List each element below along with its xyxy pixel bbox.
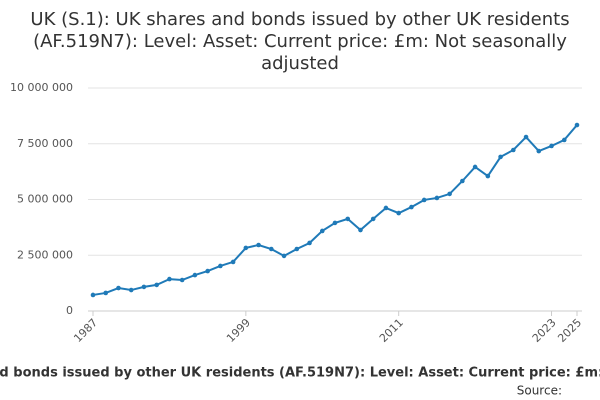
data-point bbox=[498, 154, 503, 160]
data-point bbox=[141, 284, 147, 290]
data-point bbox=[103, 290, 109, 296]
data-point bbox=[396, 210, 401, 216]
y-tick-label: 10 000 000 bbox=[10, 81, 73, 94]
data-point bbox=[370, 216, 376, 222]
data-point bbox=[319, 228, 325, 234]
data-point bbox=[116, 285, 121, 291]
data-point bbox=[307, 240, 312, 246]
x-tick-label: 2011 bbox=[377, 316, 406, 345]
data-point bbox=[421, 197, 427, 203]
data-point bbox=[243, 245, 249, 251]
data-point bbox=[230, 259, 236, 265]
data-point bbox=[561, 137, 567, 143]
data-point bbox=[154, 282, 159, 288]
data-point bbox=[511, 147, 516, 153]
data-point bbox=[128, 287, 134, 293]
data-point bbox=[574, 122, 580, 128]
data-point bbox=[447, 191, 452, 197]
series-line bbox=[92, 124, 578, 296]
data-point bbox=[460, 178, 465, 184]
data-point bbox=[536, 148, 542, 154]
y-tick-label: 0 bbox=[66, 304, 73, 317]
data-point bbox=[472, 164, 478, 170]
chart-title: UK (S.1): UK shares and bonds issued by … bbox=[30, 9, 569, 74]
legend-entry: and bonds issued by other UK residents (… bbox=[0, 366, 600, 381]
x-tick-label: 2025 bbox=[555, 316, 584, 345]
data-point bbox=[409, 204, 414, 210]
data-point bbox=[434, 195, 440, 201]
y-tick-label: 7 500 000 bbox=[17, 137, 73, 150]
source: Source: bbox=[517, 384, 562, 398]
data-point bbox=[294, 246, 300, 252]
data-point bbox=[485, 173, 491, 179]
data-point bbox=[523, 134, 529, 140]
y-tick-label: 5 000 000 bbox=[17, 193, 73, 206]
data-point bbox=[256, 242, 261, 248]
data-point bbox=[345, 216, 351, 222]
data-point bbox=[90, 292, 96, 298]
data-point bbox=[332, 220, 338, 226]
y-tick-label: 2 500 000 bbox=[17, 248, 73, 261]
data-point bbox=[549, 143, 554, 149]
data-point bbox=[358, 227, 363, 233]
x-tick-label: 1999 bbox=[224, 316, 253, 345]
data-point bbox=[205, 268, 210, 274]
x-tick-label: 1987 bbox=[71, 316, 100, 345]
data-point bbox=[218, 263, 223, 269]
data-point bbox=[269, 246, 274, 252]
data-point bbox=[179, 277, 185, 283]
data-point bbox=[383, 205, 389, 211]
x-tick-label: 2023 bbox=[530, 316, 559, 345]
data-point bbox=[192, 272, 198, 278]
data-point bbox=[281, 253, 287, 259]
data-point bbox=[167, 276, 172, 282]
